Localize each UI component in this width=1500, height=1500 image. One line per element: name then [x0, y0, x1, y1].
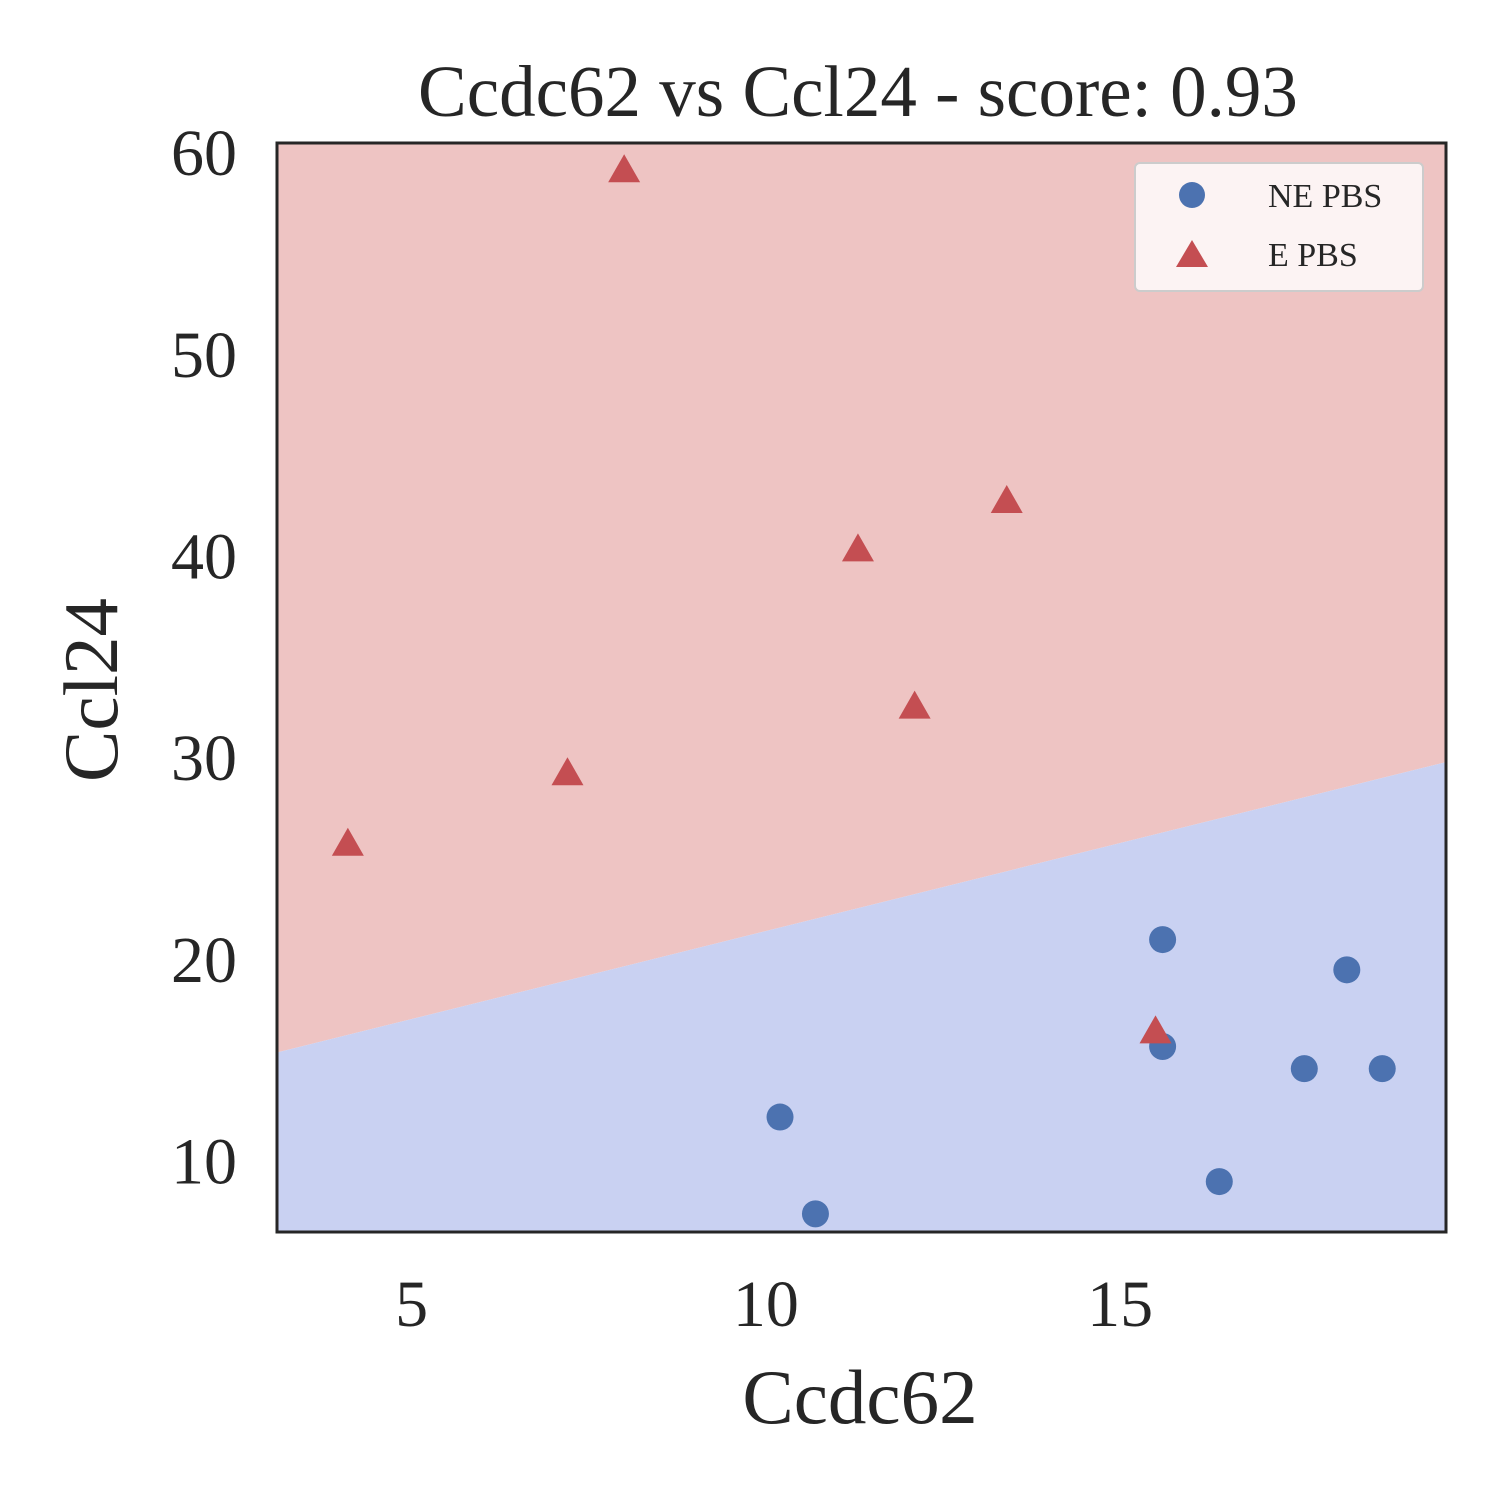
legend-ne-pbs-label: NE PBS: [1268, 178, 1382, 215]
y-tick-label: 60: [171, 117, 237, 190]
x-tick-label: 15: [1087, 1268, 1153, 1341]
y-tick-label: 20: [171, 924, 237, 997]
chart-title: Ccdc62 vs Ccl24 - score: 0.93: [418, 51, 1298, 132]
e-pbs-region: [277, 143, 1446, 1053]
legend-box: [1134, 162, 1424, 292]
ne-pbs-point-7: [1368, 1055, 1396, 1083]
ne-pbs-point-0: [766, 1103, 794, 1131]
legend-e-pbs-label: E PBS: [1268, 237, 1358, 274]
ne-pbs-point-6: [1333, 956, 1361, 984]
plot-frame: [275, 141, 1448, 1234]
decision-regions: [277, 143, 1446, 1232]
y-tick-label: 50: [171, 319, 237, 392]
ne-pbs-point-2: [1149, 926, 1177, 954]
e-pbs-point-5: [990, 484, 1023, 513]
ne-pbs-point-4: [1205, 1168, 1233, 1196]
e-pbs-point-2: [608, 154, 641, 183]
ne-pbs-region: [277, 762, 1446, 1232]
legend: NE PBS E PBS: [1134, 162, 1424, 292]
data-points: [331, 154, 1396, 1228]
x-axis-ticks: 5 10 15: [395, 1268, 1153, 1341]
y-tick-label: 10: [171, 1125, 237, 1198]
x-tick-label: 5: [395, 1268, 428, 1341]
x-tick-label: 10: [733, 1268, 799, 1341]
y-axis-ticks: 10 20 30 40 50 60: [171, 117, 237, 1198]
legend-e-pbs-marker: [1176, 240, 1208, 267]
e-pbs-point-3: [841, 533, 874, 562]
x-axis-label: Ccdc62: [742, 1354, 977, 1440]
ne-pbs-point-1: [801, 1200, 829, 1228]
y-tick-label: 40: [171, 520, 237, 593]
y-tick-label: 30: [171, 722, 237, 795]
ne-pbs-point-5: [1290, 1055, 1318, 1083]
y-axis-label: Ccl24: [48, 598, 134, 782]
e-pbs-point-4: [898, 690, 931, 719]
e-pbs-point-6: [1139, 1015, 1172, 1044]
e-pbs-point-0: [331, 827, 364, 856]
legend-ne-pbs-marker: [1179, 182, 1205, 208]
e-pbs-point-1: [551, 757, 584, 786]
